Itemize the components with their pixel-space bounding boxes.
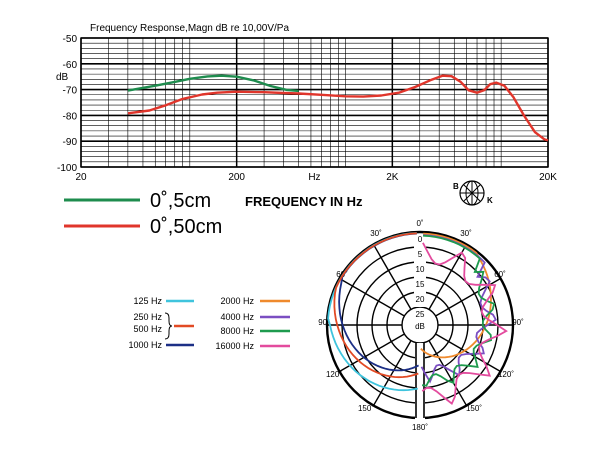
fr-legend: 0˚,5cm 0˚,50cm FREQUENCY IN Hz — [64, 190, 363, 238]
legend-brace — [164, 312, 173, 340]
radial-tick-label: 15 — [416, 280, 425, 289]
polar-diagram: dB 0 5 10 15 20 25 0˚ 30˚ 60˚ 90˚ 120˚ 150˚ 180˚ 150˚ 1… — [318, 219, 524, 432]
bk-logo: B K — [453, 180, 493, 206]
angle-label: 60˚ — [494, 270, 506, 279]
polar-legend-label: 500 Hz — [133, 324, 162, 334]
y-tick-label: -60 — [63, 60, 78, 71]
polar-spoke — [339, 277, 405, 317]
x-tick-label: 20 — [75, 172, 87, 183]
legend-label-50cm: 0˚,50cm — [150, 216, 222, 238]
polar-legend: 125 Hz 250 Hz 500 Hz 1000 Hz 2000 Hz 4000 Hz 8… — [128, 296, 290, 351]
radial-tick-label: 5 — [418, 250, 423, 259]
logo-letter-k: K — [487, 196, 493, 205]
chart-title: Frequency Response,Magn dB re 10,00V/Pa — [90, 23, 289, 34]
x-tick-label: 20K — [539, 172, 557, 183]
angle-label: 90˚ — [512, 318, 524, 327]
polar-spoke — [372, 244, 412, 310]
logo-letter-b: B — [453, 182, 459, 191]
radial-tick-label: 25 — [416, 310, 425, 319]
polar-spoke — [428, 244, 468, 310]
plot-frame — [80, 37, 549, 168]
angle-label: 90˚ — [318, 318, 330, 327]
polar-curve-6 — [421, 242, 508, 406]
angle-label: 180˚ — [412, 423, 428, 432]
y-tick-label: -100 — [57, 163, 77, 174]
polar-curve-5 — [421, 234, 496, 387]
angle-label: 30˚ — [370, 229, 382, 238]
x-tick-label: 2K — [386, 172, 399, 183]
x-tick-label: 200 — [228, 172, 245, 183]
polar-curve-2 — [333, 232, 419, 379]
y-tick-label: -70 — [63, 86, 78, 97]
polar-spoke — [428, 340, 468, 406]
polar-legend-label: 250 Hz — [133, 312, 162, 322]
series-line-0 — [127, 74, 299, 93]
polar-spoke — [435, 333, 501, 373]
polar-spoke — [372, 340, 412, 406]
angle-label: 120˚ — [326, 370, 342, 379]
frequency-grid — [80, 37, 549, 168]
series-line-1 — [127, 74, 549, 142]
x-tick-label: Hz — [308, 172, 320, 183]
radial-tick-label: 0 — [418, 235, 423, 244]
angle-label: 0˚ — [416, 219, 423, 228]
polar-legend-label: 1000 Hz — [128, 340, 162, 350]
y-axis-label: dB — [56, 72, 69, 83]
angle-label: 120˚ — [498, 370, 514, 379]
polar-legend-label: 125 Hz — [133, 296, 162, 306]
angle-label: 150˚ — [466, 404, 482, 413]
radial-tick-label: 20 — [416, 295, 425, 304]
polar-legend-label: 4000 Hz — [220, 312, 254, 322]
polar-legend-label: 16000 Hz — [215, 341, 254, 351]
angle-label: 30˚ — [460, 229, 472, 238]
legend-label-5cm: 0˚,5cm — [150, 190, 211, 212]
radial-tick-label: 10 — [416, 265, 425, 274]
polar-legend-label: 2000 Hz — [220, 296, 254, 306]
y-tick-label: -50 — [63, 34, 78, 45]
polar-unit: dB — [415, 322, 425, 331]
y-tick-label: -80 — [63, 111, 78, 122]
y-tick-label: -90 — [63, 137, 78, 148]
polar-legend-label: 8000 Hz — [220, 326, 254, 336]
angle-label: 150˚ — [358, 404, 374, 413]
x-axis-label: FREQUENCY IN Hz — [245, 194, 363, 209]
frequency-series — [127, 74, 549, 142]
